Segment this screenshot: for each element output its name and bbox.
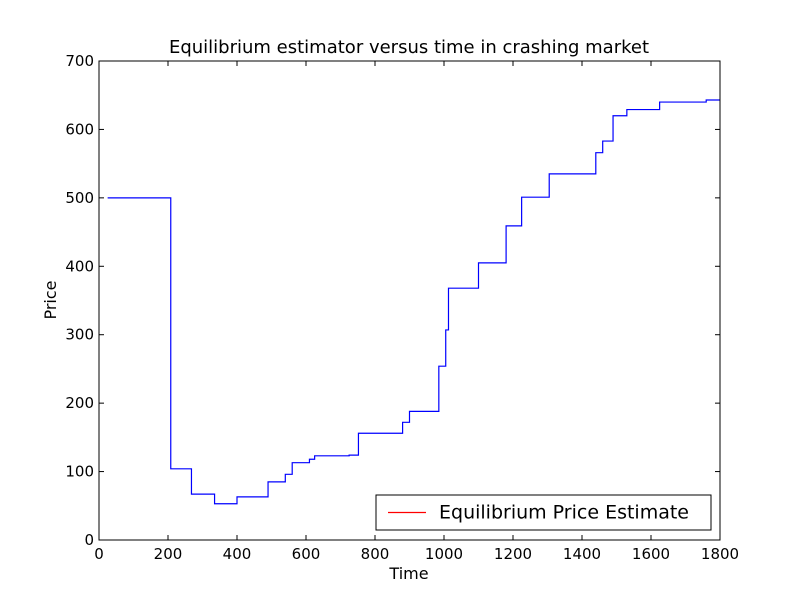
y-tick-label: 700: [65, 52, 94, 70]
legend: Equilibrium Price Estimate: [375, 494, 712, 531]
x-tick-label: 800: [361, 545, 390, 563]
y-tick-label: 400: [65, 257, 94, 275]
x-tick-label: 600: [292, 545, 321, 563]
y-tick-label: 600: [65, 120, 94, 138]
x-tick-label: 0: [94, 545, 104, 563]
legend-box: [375, 494, 712, 531]
y-axis: 0 100 200 300 400 500 600 700: [65, 52, 720, 549]
x-tick-label: 1400: [563, 545, 601, 563]
y-tick-label: 200: [65, 394, 94, 412]
x-axis-label: Time: [388, 564, 428, 583]
x-tick-label: 1000: [425, 545, 463, 563]
x-tick-label: 200: [154, 545, 183, 563]
y-tick-label: 500: [65, 189, 94, 207]
series-line-equilibrium-price-estimate: [107, 99, 720, 505]
plot-area: [98, 60, 721, 541]
chart-title: Equilibrium estimator versus time in cra…: [169, 37, 649, 58]
y-tick-label: 0: [84, 531, 94, 549]
x-tick-label: 400: [223, 545, 252, 563]
plot-frame: [98, 60, 721, 541]
y-tick-label: 100: [65, 463, 94, 481]
y-tick-label: 300: [65, 326, 94, 344]
x-tick-label: 1600: [632, 545, 670, 563]
x-axis: 0 200 400 600 800 1000 1200 1400 1600 1800: [94, 61, 739, 563]
legend-label: Equilibrium Price Estimate: [439, 502, 689, 524]
y-axis-label: Price: [41, 280, 60, 319]
x-tick-label: 1200: [494, 545, 532, 563]
x-tick-label: 1800: [701, 545, 739, 563]
